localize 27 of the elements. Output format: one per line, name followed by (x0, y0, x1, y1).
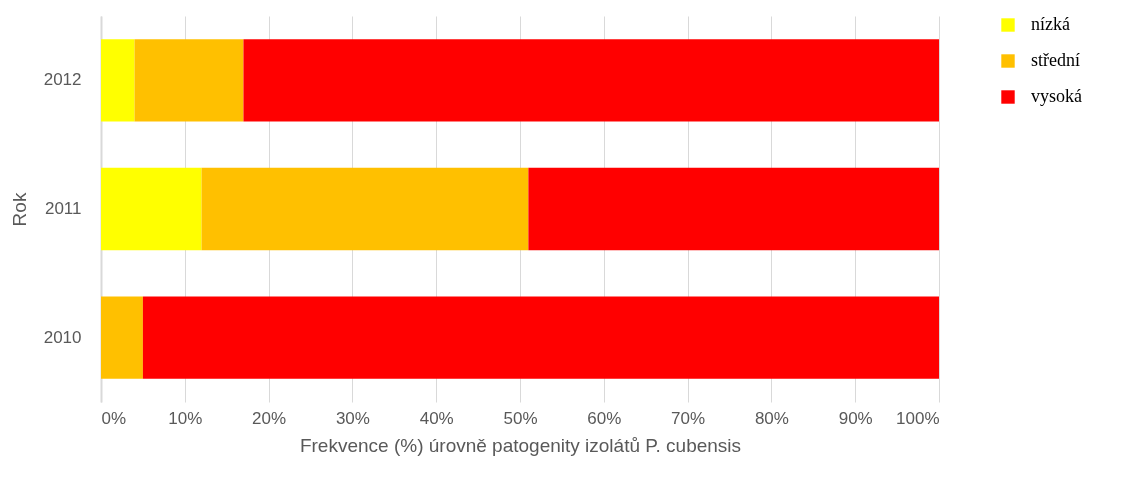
x-tick-label: 60% (587, 408, 622, 428)
x-axis-title: Frekvence (%) úrovně patogenity izolátů P. cubensis (299, 434, 742, 456)
y-tick-label: 2010 (43, 327, 82, 347)
x-tick-label: 0% (101, 408, 127, 428)
x-tick-label: 80% (754, 408, 789, 428)
x-tick-label: 90% (838, 408, 873, 428)
x-tick-label: 70% (671, 408, 706, 428)
y-axis-title: Rok (8, 192, 30, 227)
bar (528, 167, 939, 251)
bar (201, 167, 529, 251)
bar (134, 39, 244, 122)
bar (243, 39, 939, 122)
legend-label: střední (1031, 50, 1080, 70)
bar (101, 39, 135, 122)
x-tick-label: 30% (335, 408, 370, 428)
x-tick-label: 20% (252, 408, 287, 428)
bar (101, 296, 143, 379)
y-tick-label: 2011 (44, 199, 82, 218)
bar (101, 167, 202, 251)
legend-label: vysoká (1031, 86, 1082, 106)
x-tick-label: 10% (168, 408, 203, 428)
y-tick-label: 2012 (43, 70, 82, 90)
x-tick-label: 40% (419, 408, 454, 428)
legend-label: nízká (1031, 14, 1070, 34)
x-tick-label: 50% (503, 408, 538, 428)
x-tick-label: 100% (896, 408, 940, 428)
bar (142, 296, 939, 379)
